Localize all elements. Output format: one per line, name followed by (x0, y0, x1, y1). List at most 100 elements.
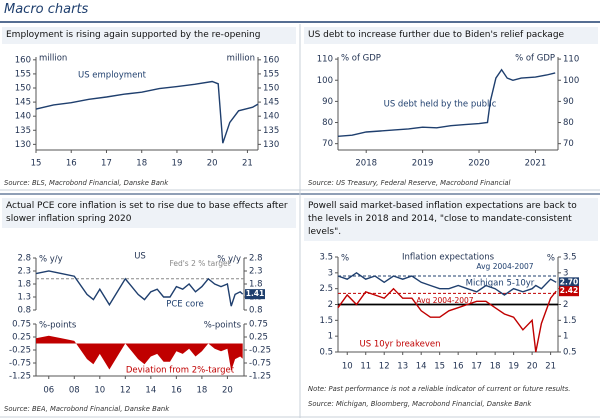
y2-tick-label: 155 (263, 69, 279, 79)
end-label: 1.41 (246, 289, 265, 298)
area (36, 335, 243, 371)
y-tick-label: 110 (317, 55, 333, 65)
chart-source: Source: US Treasury, Federal Reserve, Ma… (308, 179, 511, 187)
chart-source: Source: Michigan, Bloomberg, Macrobond F… (308, 400, 532, 408)
x-tick-label: 21 (242, 159, 253, 169)
x-tick-label: 16 (171, 386, 182, 396)
y2-tick-label: 2 (563, 300, 568, 310)
reference-label: Avg 2004-2007 (476, 262, 533, 271)
y-tick-label: 80 (322, 118, 333, 128)
y2-tick-label: -0.25 (249, 346, 271, 356)
y-tick-label: 130 (15, 140, 31, 150)
chart-title: Employment is rising again supported by … (2, 27, 296, 44)
series-label: Deviation from 2%-target (126, 366, 235, 376)
y2-tick-label: 135 (263, 126, 279, 136)
chart-subtitle: Inflation expectations (402, 253, 495, 263)
x-tick-label: 17 (101, 159, 112, 169)
chart-title: Powell said market-based inflation expec… (304, 198, 598, 241)
y-tick-label: 135 (15, 126, 31, 136)
y2-axis-label: % y/y (217, 255, 241, 265)
series-label: US employment (78, 71, 147, 81)
y2-tick-label: 160 (263, 55, 279, 65)
y-axis-label: % of GDP (341, 54, 381, 64)
y-tick-label: -0.25 (9, 346, 31, 356)
y-tick-label: 2.8 (17, 254, 31, 264)
y2-tick-label: 2.3 (249, 267, 263, 277)
y-axis-label: % y/y (39, 255, 63, 265)
y-tick-label: 145 (15, 98, 31, 108)
line (337, 271, 557, 296)
x-tick-label: 2021 (525, 159, 547, 169)
x-tick-label: 20 (527, 362, 538, 372)
y-tick-label: -1.25 (9, 372, 31, 382)
x-tick-label: 21 (545, 362, 556, 372)
y2-axis-label: %-points (204, 321, 242, 331)
x-tick-label: 18 (490, 362, 501, 372)
chart-source: Source: BLS, Macrobond Financial, Danske… (4, 179, 169, 187)
series-label: PCE core (166, 300, 204, 310)
x-tick-label: 10 (94, 386, 105, 396)
end-label: 2.70 (560, 277, 579, 286)
series-label: US 10yr breakeven (360, 340, 441, 350)
y2-tick-label: 3 (563, 268, 568, 278)
y-tick-label: 1.3 (17, 293, 31, 303)
x-tick-label: 19 (172, 159, 183, 169)
y-tick-label: 2.5 (319, 284, 333, 294)
y2-tick-label: 0.5 (563, 348, 577, 358)
chart-source: Source: BEA, Macrobond Financial, Danske… (4, 405, 170, 413)
x-tick-label: 20 (222, 386, 233, 396)
x-tick-label: 16 (453, 362, 464, 372)
chart-title: US debt to increase further due to Biden… (304, 27, 598, 44)
y2-tick-label: 130 (263, 140, 279, 150)
x-tick-label: 12 (379, 362, 390, 372)
y-tick-label: 1 (328, 332, 333, 342)
series-label: Michigan 5-10yr (466, 279, 535, 289)
y-tick-label: 0.5 (319, 348, 333, 358)
y-tick-label: 2.3 (17, 267, 31, 277)
x-tick-label: 14 (416, 362, 427, 372)
reference-label: Fed's 2 % target (169, 259, 230, 268)
y-tick-label: 1.8 (17, 280, 31, 290)
y-tick-label: 0.75 (12, 320, 31, 330)
y-tick-label: 0.8 (17, 306, 31, 316)
y-tick-label: -0.75 (9, 359, 31, 369)
line (35, 80, 259, 144)
y2-tick-label: 2.8 (249, 254, 263, 264)
y2-tick-label: 70 (563, 139, 574, 149)
end-label-box (559, 277, 579, 288)
y2-tick-label: 3.5 (563, 253, 577, 263)
end-label-box (245, 289, 265, 300)
x-tick-label: 06 (43, 386, 54, 396)
x-tick-label: 14 (145, 386, 156, 396)
x-tick-label: 18 (196, 386, 207, 396)
line (337, 68, 556, 137)
y2-axis-label: % of GDP (515, 54, 555, 64)
y-tick-label: 0.25 (12, 333, 31, 343)
x-tick-label: 2020 (468, 159, 490, 169)
y-tick-label: 70 (322, 139, 333, 149)
x-tick-label: 18 (136, 159, 147, 169)
y-tick-label: 3.5 (319, 253, 333, 263)
chart-subtitle: US (134, 252, 146, 262)
y2-tick-label: 1 (563, 332, 568, 342)
end-label-box (559, 286, 579, 297)
x-tick-label: 13 (397, 362, 408, 372)
y2-tick-label: 0.25 (249, 333, 268, 343)
x-tick-label: 17 (471, 362, 482, 372)
y2-axis-label: % (547, 254, 555, 264)
chart-title: Actual PCE core inflation is set to rise… (2, 198, 296, 228)
y-tick-label: 2 (328, 300, 333, 310)
reference-label: Avg 2004-2007 (416, 296, 473, 305)
x-tick-label: 16 (66, 159, 77, 169)
y2-tick-label: 90 (563, 97, 574, 107)
line (35, 270, 244, 307)
y-tick-label: 90 (322, 97, 333, 107)
end-label: 2.42 (560, 286, 579, 295)
y-tick-label: 3 (328, 268, 333, 278)
y2-tick-label: 110 (563, 55, 579, 65)
y2-tick-label: 80 (563, 118, 574, 128)
y-axis-label: % (341, 254, 349, 264)
y2-tick-label: 100 (563, 76, 579, 86)
line (337, 287, 557, 353)
x-tick-label: 12 (120, 386, 131, 396)
